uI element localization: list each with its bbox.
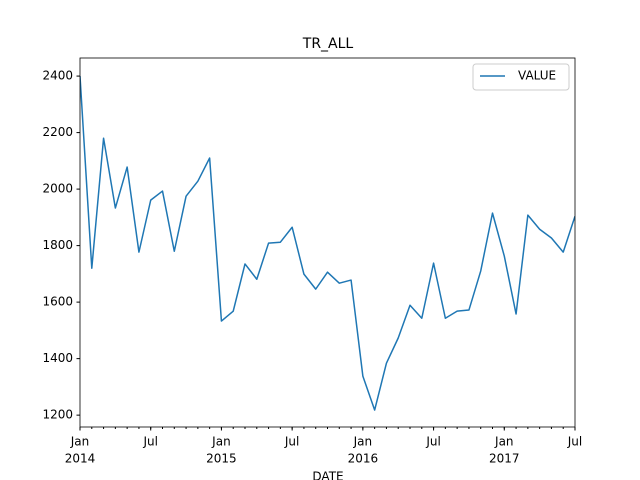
x-tick-year: 2014 [65,452,96,466]
x-tick-label: Jan [494,435,514,449]
x-tick-label: Jul [284,435,299,449]
y-tick-label: 1600 [42,295,73,309]
x-tick-label: Jan [353,435,373,449]
legend-box [472,63,570,91]
x-tick-year: 2017 [489,452,520,466]
plot-frame [79,57,576,428]
x-tick-label: Jul [567,435,582,449]
x-tick-year: 2016 [348,452,379,466]
y-tick-label: 1800 [42,238,73,252]
legend-label: VALUE [518,69,556,83]
x-tick-label: Jan [70,435,90,449]
line-series [80,76,575,411]
x-tick-year: 2015 [206,452,237,466]
y-tick-label: 2400 [42,69,73,83]
x-axis-label: DATE [312,470,343,480]
x-tick-label: Jul [142,435,157,449]
x-tick-label: Jan [211,435,231,449]
x-tick-label: Jul [425,435,440,449]
y-tick-label: 1200 [42,408,73,422]
y-tick-label: 2200 [42,125,73,139]
y-tick-label: 1400 [42,351,73,365]
chart-title: TR_ALL [302,36,354,52]
y-tick-label: 2000 [42,182,73,196]
